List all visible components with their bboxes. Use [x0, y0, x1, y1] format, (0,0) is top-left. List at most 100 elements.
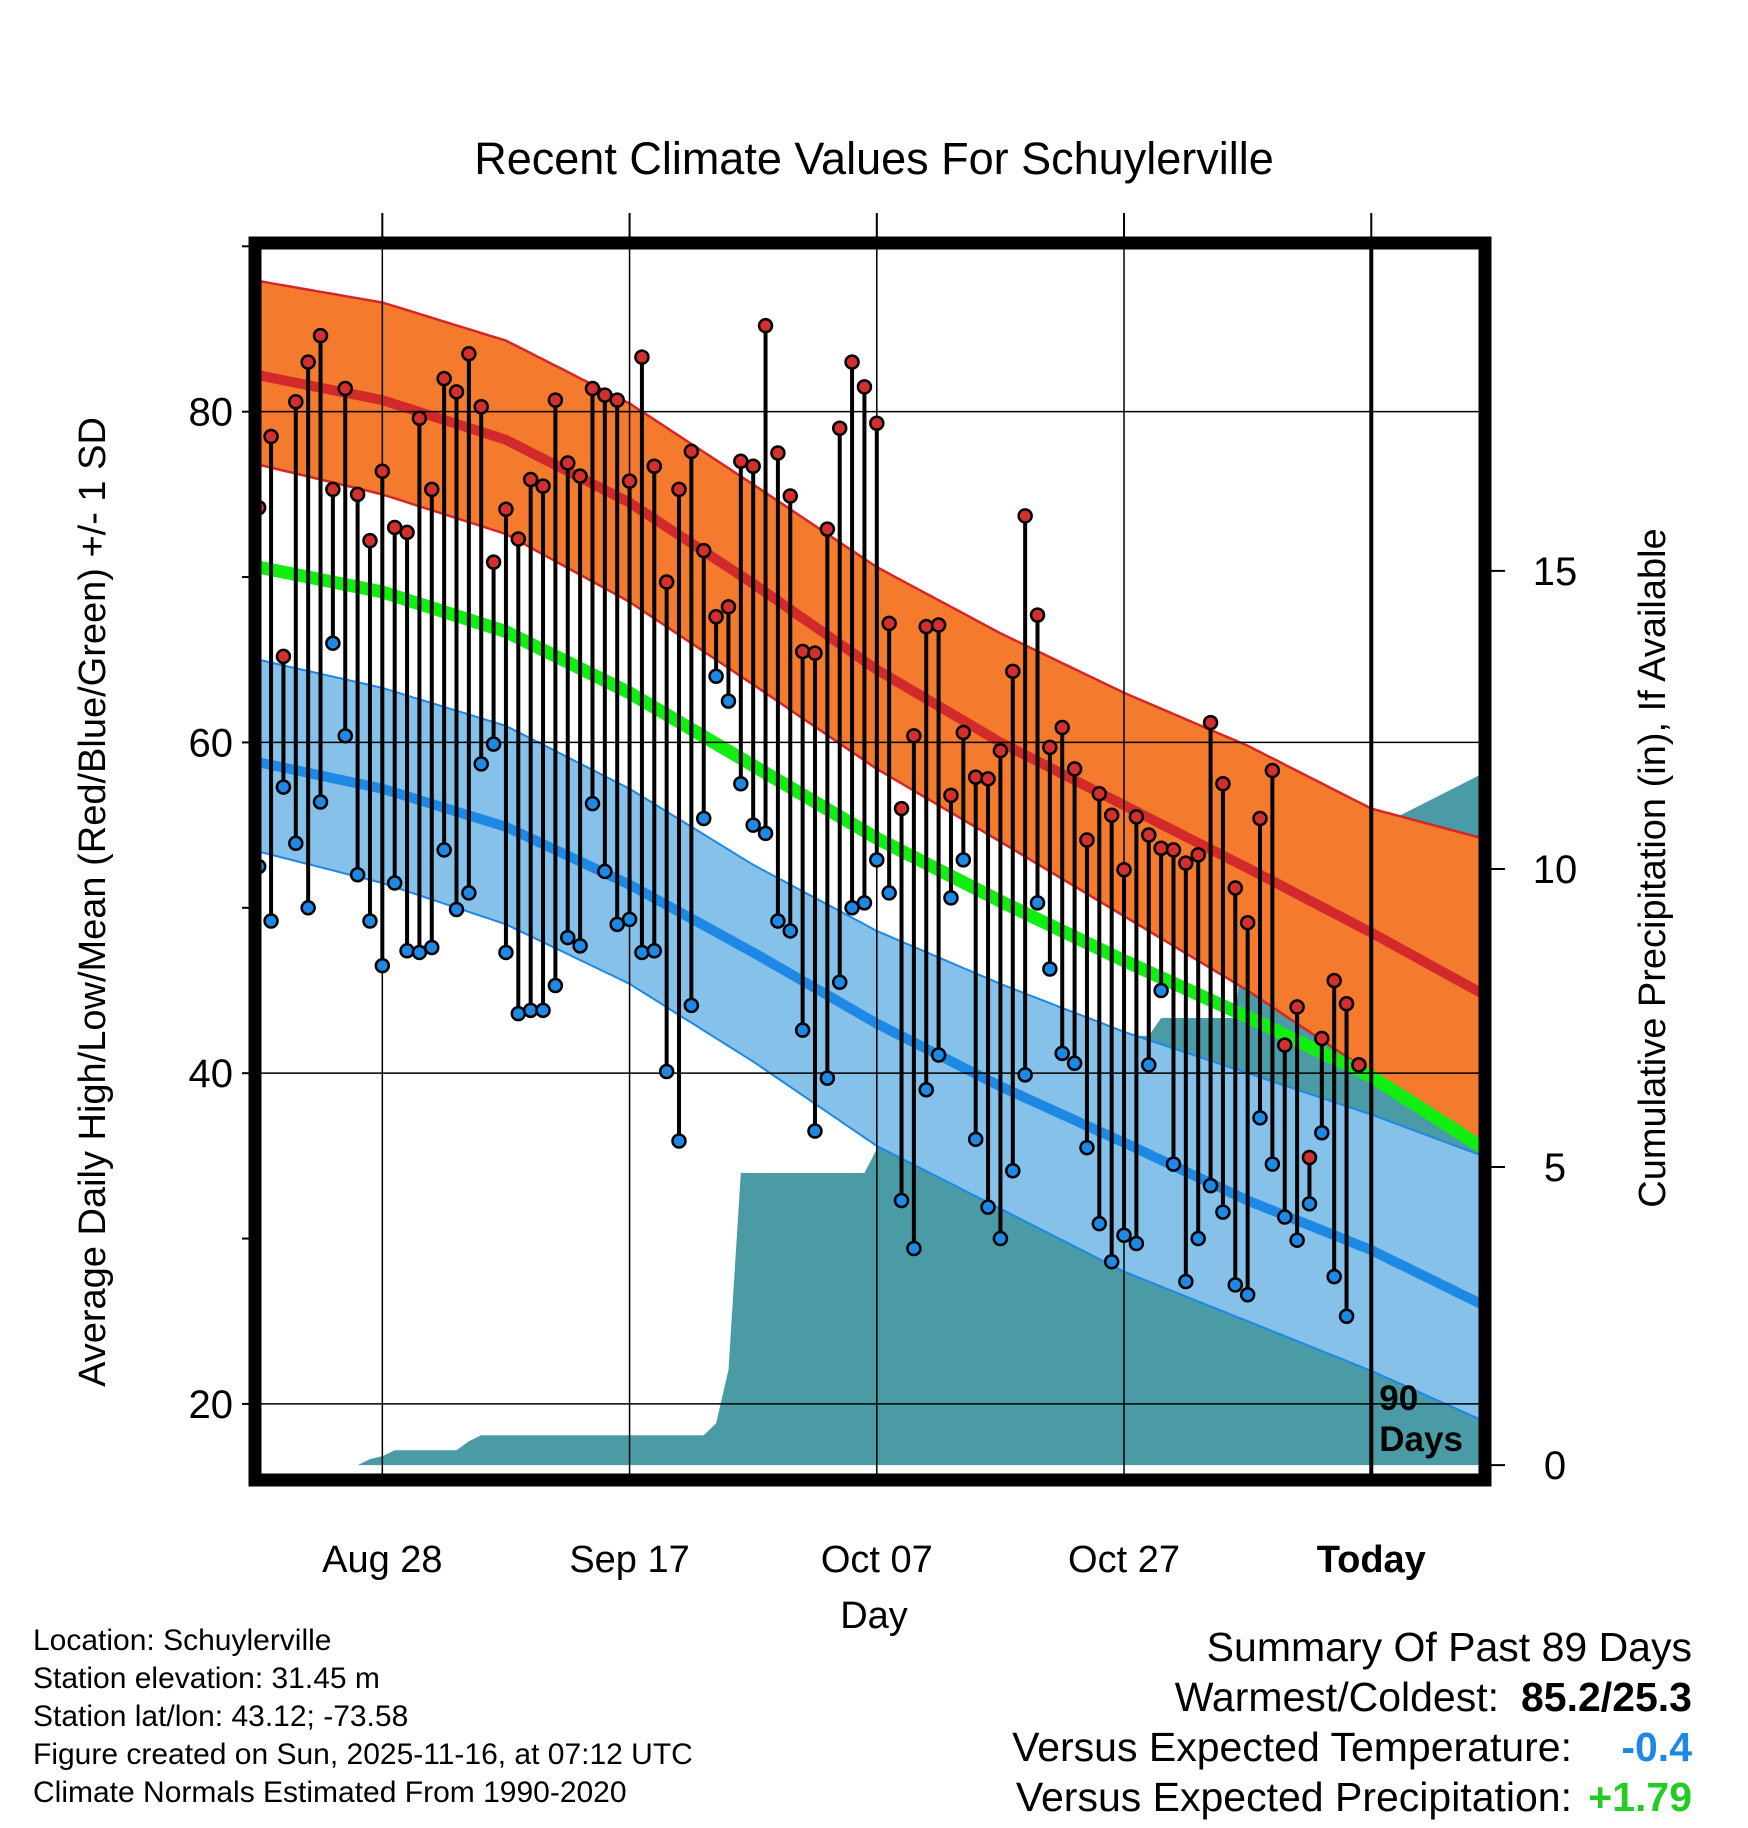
- daily-low-dot: [869, 852, 885, 868]
- daily-low-dot: [362, 913, 378, 929]
- daily-high-dot: [1079, 832, 1095, 848]
- daily-low-dot: [881, 885, 897, 901]
- daily-low-dot: [572, 938, 588, 954]
- daily-high-dot: [930, 617, 947, 633]
- daily-low-dot: [436, 842, 452, 858]
- daily-high-dot: [943, 787, 959, 804]
- daily-low-dot: [510, 1005, 527, 1022]
- daily-high-dot: [1091, 785, 1108, 802]
- daily-high-dot: [547, 392, 564, 408]
- daily-high-dot: [844, 354, 860, 370]
- warm-cold-value: 85.2/25.3: [1521, 1674, 1692, 1720]
- summary-title: Summary Of Past 89 Days: [1206, 1624, 1692, 1670]
- x-tick-label: Today: [1317, 1539, 1426, 1581]
- daily-low-dot: [1153, 982, 1169, 999]
- daily-low-dot: [1141, 1057, 1157, 1073]
- daily-low-dot: [745, 817, 761, 833]
- daily-high-dot: [1227, 880, 1244, 896]
- x-axis-label: Day: [840, 1595, 908, 1637]
- daily-low-dot: [386, 875, 403, 891]
- daily-high-dot: [1116, 862, 1132, 878]
- x-tick-label: Sep 17: [569, 1539, 689, 1581]
- daily-high-dot: [1005, 663, 1021, 680]
- daily-high-dot: [992, 742, 1009, 759]
- daily-low-dot: [658, 1063, 675, 1080]
- y-axis-label: Average Daily High/Low/Mean (Red/Blue/Gr…: [72, 417, 114, 1387]
- daily-low-dot: [893, 1192, 910, 1209]
- y2-axis-label: Cumulative Precipitation (in), If Availa…: [1632, 528, 1674, 1207]
- daily-low-dot: [1116, 1227, 1132, 1243]
- daily-low-dot: [943, 890, 959, 906]
- daily-high-dot: [399, 524, 415, 541]
- daily-low-dot: [288, 835, 304, 852]
- daily-high-dot: [325, 481, 341, 498]
- daily-low-dot: [1326, 1268, 1342, 1285]
- daily-high-dot: [560, 455, 576, 471]
- daily-low-dot: [733, 776, 749, 792]
- daily-low-dot: [597, 863, 613, 880]
- daily-high-dot: [1202, 714, 1219, 731]
- daily-low-dot: [621, 911, 638, 928]
- daily-high-dot: [1153, 840, 1169, 857]
- daily-high-dot: [1128, 809, 1145, 825]
- daily-low-dot: [695, 810, 712, 827]
- daily-high-dot: [1301, 1149, 1318, 1166]
- daily-low-dot: [263, 913, 279, 929]
- daily-high-dot: [312, 327, 329, 344]
- daily-high-dot: [337, 380, 353, 397]
- daily-low-dot: [522, 1002, 539, 1019]
- daily-low-dot: [312, 794, 329, 810]
- daily-high-dot: [1054, 719, 1070, 736]
- daily-high-dot: [794, 643, 811, 660]
- daily-low-dot: [906, 1240, 922, 1257]
- daily-high-dot: [621, 473, 638, 489]
- daily-high-dot: [757, 317, 774, 334]
- daily-low-dot: [1128, 1235, 1145, 1252]
- daily-low-dot: [720, 693, 737, 709]
- y-tick-label: 40: [189, 1052, 234, 1096]
- daily-low-dot: [1289, 1232, 1305, 1248]
- daily-low-dot: [1029, 895, 1046, 911]
- daily-high-dot: [881, 615, 897, 632]
- station-info: Location: Schuylerville Station elevatio…: [33, 1622, 693, 1812]
- y-tick-label: 20: [189, 1383, 234, 1427]
- daily-high-dot: [646, 458, 663, 475]
- daily-low-dot: [448, 901, 465, 918]
- daily-low-dot: [1005, 1163, 1021, 1179]
- daily-low-dot: [1042, 961, 1058, 977]
- daily-high-dot: [436, 370, 452, 387]
- normals-text: Climate Normals Estimated From 1990-2020: [33, 1776, 627, 1809]
- daily-high-dot: [695, 542, 712, 559]
- temp-anomaly-value: -0.4: [1621, 1724, 1692, 1770]
- daily-high-dot: [349, 486, 366, 503]
- x-tick-label: Aug 28: [322, 1539, 442, 1581]
- daily-low-dot: [411, 944, 428, 961]
- daily-low-dot: [584, 795, 601, 812]
- daily-high-dot: [1178, 855, 1194, 871]
- daily-low-dot: [1215, 1204, 1231, 1220]
- location-text: Location: Schuylerville: [33, 1624, 332, 1657]
- daily-low-dot: [461, 885, 477, 901]
- daily-low-dot: [1054, 1045, 1070, 1062]
- daily-high-dot: [461, 346, 477, 362]
- daily-low-dot: [349, 866, 366, 883]
- daily-low-dot: [1301, 1196, 1318, 1212]
- daily-low-dot: [1252, 1110, 1268, 1126]
- daily-low-dot: [831, 974, 848, 990]
- daily-low-dot: [547, 977, 564, 994]
- daily-low-dot: [980, 1199, 996, 1215]
- daily-low-dot: [498, 944, 514, 961]
- daily-high-dot: [683, 443, 700, 460]
- daily-low-dot: [671, 1133, 687, 1149]
- daily-high-dot: [1042, 739, 1058, 756]
- daily-low-dot: [1066, 1055, 1083, 1072]
- daily-high-dot: [1165, 842, 1182, 858]
- daily-high-dot: [300, 354, 316, 370]
- daily-low-dot: [930, 1047, 947, 1063]
- daily-high-dot: [374, 463, 391, 479]
- temp-anomaly-row: Versus Expected Temperature: -0.4: [1012, 1722, 1692, 1772]
- daily-low-dot: [1239, 1287, 1256, 1303]
- daily-low-dot: [485, 736, 502, 752]
- daily-high-dot: [1190, 847, 1206, 863]
